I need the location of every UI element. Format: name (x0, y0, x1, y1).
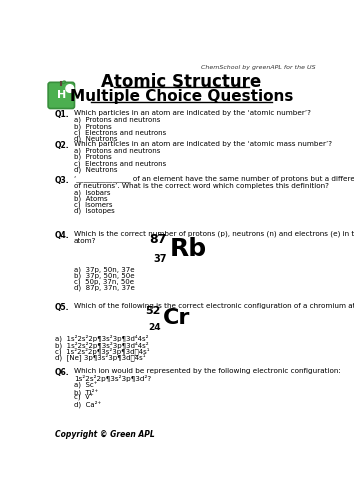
Text: Q6.: Q6. (55, 368, 70, 377)
Text: Copyright © Green APL: Copyright © Green APL (55, 430, 155, 439)
Text: ChemSchool by greenAPL for the US: ChemSchool by greenAPL for the US (201, 66, 315, 70)
Text: 87: 87 (149, 234, 167, 246)
Text: d)  Neutrons: d) Neutrons (74, 136, 117, 142)
Text: Cr: Cr (163, 308, 190, 328)
Text: a)  Isobars: a) Isobars (74, 190, 110, 196)
Circle shape (66, 84, 74, 92)
Text: Which particles in an atom are indicated by the ‘atomic number’?: Which particles in an atom are indicated… (74, 110, 311, 116)
Text: Which ion would be represented by the following electronic configuration:
1s²2s²: Which ion would be represented by the fo… (74, 368, 341, 382)
Text: Atomic Structure: Atomic Structure (101, 72, 262, 90)
Text: 37: 37 (153, 254, 167, 264)
Text: c)  Isomers: c) Isomers (74, 202, 112, 208)
Text: Multiple Choice Questions: Multiple Choice Questions (70, 88, 293, 104)
Text: c)  50p, 37n, 50e: c) 50p, 37n, 50e (74, 278, 134, 285)
Text: d)  Isotopes: d) Isotopes (74, 208, 114, 214)
Text: b)  Ti²⁺: b) Ti²⁺ (74, 388, 98, 396)
Text: a)  Protons and neutrons: a) Protons and neutrons (74, 117, 160, 123)
Text: Q3.: Q3. (55, 176, 70, 184)
Text: ‘_______________ of an element have the same number of protons but a different n: ‘_______________ of an element have the … (74, 176, 354, 189)
Text: b)  Atoms: b) Atoms (74, 196, 107, 202)
Text: Q1.: Q1. (55, 110, 70, 119)
Text: a)  Sc⁺: a) Sc⁺ (74, 382, 97, 389)
FancyBboxPatch shape (48, 82, 74, 108)
Text: Q4.: Q4. (55, 231, 70, 240)
Text: c)  1s²2s²2p¶3s²3p¶3d␕4s¹: c) 1s²2s²2p¶3s²3p¶3d␕4s¹ (55, 347, 150, 355)
Text: b)  1s²2s²2p¶3s²3p¶3d⁴4s²: b) 1s²2s²2p¶3s²3p¶3d⁴4s² (55, 341, 149, 348)
Text: H: H (57, 90, 66, 101)
Text: Q5.: Q5. (55, 302, 70, 312)
Text: Which is the correct number of protons (p), neutrons (n) and electrons (e) in th: Which is the correct number of protons (… (74, 231, 354, 244)
Text: Q2.: Q2. (55, 141, 70, 150)
Text: Which particles in an atom are indicated by the ‘atomic mass number’?: Which particles in an atom are indicated… (74, 141, 332, 147)
Text: d)  [Ne] 3p¶3s²3p¶3d␕4s¹: d) [Ne] 3p¶3s²3p¶3d␕4s¹ (55, 354, 145, 361)
Text: 24: 24 (148, 324, 160, 332)
Text: a)  37p, 50n, 37e: a) 37p, 50n, 37e (74, 266, 134, 273)
Text: b)  Protons: b) Protons (74, 154, 112, 160)
Text: Rb: Rb (170, 236, 207, 260)
Text: c)  Electrons and neutrons: c) Electrons and neutrons (74, 160, 166, 166)
Text: Which of the following is the correct electronic configuration of a chromium ato: Which of the following is the correct el… (74, 302, 354, 308)
Text: d)  87p, 37n, 37e: d) 87p, 37n, 37e (74, 285, 135, 292)
Text: d)  Neutrons: d) Neutrons (74, 166, 117, 173)
Text: a)  1s²2s²2p¶3s²3p¶3d⁴4s²: a) 1s²2s²2p¶3s²3p¶3d⁴4s² (55, 335, 149, 342)
Text: 52: 52 (145, 306, 160, 316)
Text: d)  Ca²⁺: d) Ca²⁺ (74, 400, 101, 408)
Text: b)  Protons: b) Protons (74, 123, 112, 130)
Text: c)  V⁺: c) V⁺ (74, 394, 93, 402)
Text: a)  Protons and neutrons: a) Protons and neutrons (74, 148, 160, 154)
Text: c)  Electrons and neutrons: c) Electrons and neutrons (74, 130, 166, 136)
Ellipse shape (62, 81, 65, 84)
Text: b)  37p, 50n, 50e: b) 37p, 50n, 50e (74, 272, 134, 279)
